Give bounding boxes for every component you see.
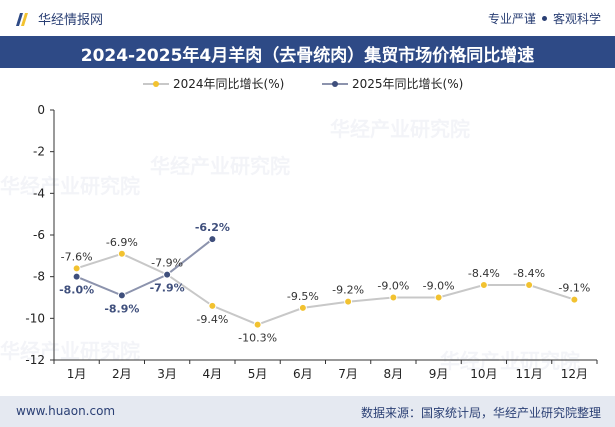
data-label-2025: -7.9% xyxy=(150,282,185,295)
point-2025 xyxy=(72,272,81,281)
point-2024 xyxy=(389,293,398,302)
data-label-2024: -8.4% xyxy=(513,267,545,280)
y-tick-label: -2 xyxy=(33,145,45,159)
x-tick-label: 4月 xyxy=(203,367,223,381)
slogan-right: 客观科学 xyxy=(552,12,601,26)
point-2024 xyxy=(117,249,126,258)
slogan-dot-icon xyxy=(541,16,547,21)
y-tick-label: -10 xyxy=(25,311,45,325)
x-tick-label: 3月 xyxy=(157,367,177,381)
y-tick-label: -8 xyxy=(33,270,45,284)
data-label-2024: -9.0% xyxy=(377,280,409,293)
y-tick-label: -4 xyxy=(33,186,45,200)
legend: 2024年同比增长(%) 2025年同比增长(%) xyxy=(143,77,463,91)
x-tick-label: 8月 xyxy=(384,367,404,381)
x-tick-label: 12月 xyxy=(561,367,588,381)
top-bar: 华经情报网 专业严谨 客观科学 xyxy=(0,0,615,36)
x-tick-label: 9月 xyxy=(429,367,449,381)
brand[interactable]: 华经情报网 xyxy=(14,9,103,28)
x-tick-label: 10月 xyxy=(470,367,497,381)
data-label-2024: -7.6% xyxy=(61,250,93,263)
chart-title: 2024-2025年4月羊肉（去骨统肉）集贸市场价格同比增速 xyxy=(80,46,535,66)
data-label-2024: -8.4% xyxy=(468,267,500,280)
watermark-text: 华经产业研究院 xyxy=(0,174,140,198)
y-tick-label: -12 xyxy=(25,353,45,367)
data-label-2024: -9.4% xyxy=(196,313,228,326)
point-2024 xyxy=(344,297,353,306)
legend-label-0: 2024年同比增长(%) xyxy=(173,77,284,91)
point-2024 xyxy=(570,295,579,304)
footer-bar: www.huaon.com 数据来源：国家统计局，华经产业研究院整理 xyxy=(0,396,615,427)
x-tick-label: 11月 xyxy=(515,367,542,381)
title-bar: 2024-2025年4月羊肉（去骨统肉）集贸市场价格同比增速 xyxy=(0,36,615,68)
data-label-2024: -7.9% xyxy=(151,257,183,270)
point-2024 xyxy=(72,264,81,273)
legend-marker-0 xyxy=(153,81,159,87)
legend-label-1: 2025年同比增长(%) xyxy=(352,77,463,91)
data-label-2024: -9.2% xyxy=(332,284,364,297)
point-2024 xyxy=(253,320,262,329)
watermark-text: 华经产业研究院 xyxy=(440,349,580,373)
watermark-text: 华经产业研究院 xyxy=(150,154,290,178)
data-label-2024: -10.3% xyxy=(238,332,277,345)
footer-source: 数据来源：国家统计局，华经产业研究院整理 xyxy=(360,406,601,420)
point-2025 xyxy=(117,291,126,300)
point-2025 xyxy=(208,235,217,244)
data-label-2024: -9.1% xyxy=(558,282,590,295)
data-label-2024: -9.0% xyxy=(423,280,455,293)
data-label-2025: -8.9% xyxy=(104,302,139,315)
x-tick-label: 7月 xyxy=(338,367,358,381)
footer-website[interactable]: www.huaon.com xyxy=(16,404,116,418)
x-tick-label: 6月 xyxy=(293,367,313,381)
x-tick-label: 1月 xyxy=(67,367,87,381)
point-2024 xyxy=(298,303,307,312)
point-2024 xyxy=(479,281,488,289)
point-2024 xyxy=(208,301,217,310)
brand-name: 华经情报网 xyxy=(38,13,104,28)
x-tick-label: 5月 xyxy=(248,367,268,381)
series-points xyxy=(72,235,579,329)
legend-marker-1 xyxy=(332,81,338,87)
data-label-2024: -6.9% xyxy=(106,236,138,249)
series-line-2025 xyxy=(76,238,214,297)
y-tick-label: 0 xyxy=(37,103,45,117)
watermark-text: 华经产业研究院 xyxy=(330,117,470,141)
point-2024 xyxy=(525,281,534,289)
brand-logo-icon xyxy=(16,12,28,26)
watermark-text: 华经产业研究院 xyxy=(0,339,140,363)
slogan-left: 专业严谨 xyxy=(487,12,536,26)
x-tick-label: 2月 xyxy=(112,367,132,381)
y-tick-label: -6 xyxy=(33,228,45,242)
data-label-2025: -6.2% xyxy=(195,221,230,234)
slogan: 专业严谨 客观科学 xyxy=(488,10,601,27)
data-labels: -7.6% -6.9% -7.9% -9.4% -10.3% -9.5% -9.2% -9.0… xyxy=(59,221,590,344)
data-label-2024: -9.5% xyxy=(287,290,319,303)
point-2025 xyxy=(163,270,172,279)
axes: 0 -2 -4 -6 -8 -10 -12 1月 2月 3月 4月 5月 6月 7月 8月 9月 10月 11月 1… xyxy=(25,103,598,381)
point-2024 xyxy=(434,293,443,302)
series-lines xyxy=(76,238,575,326)
series-line-2024 xyxy=(76,252,575,326)
data-label-2025: -8.0% xyxy=(59,284,94,297)
